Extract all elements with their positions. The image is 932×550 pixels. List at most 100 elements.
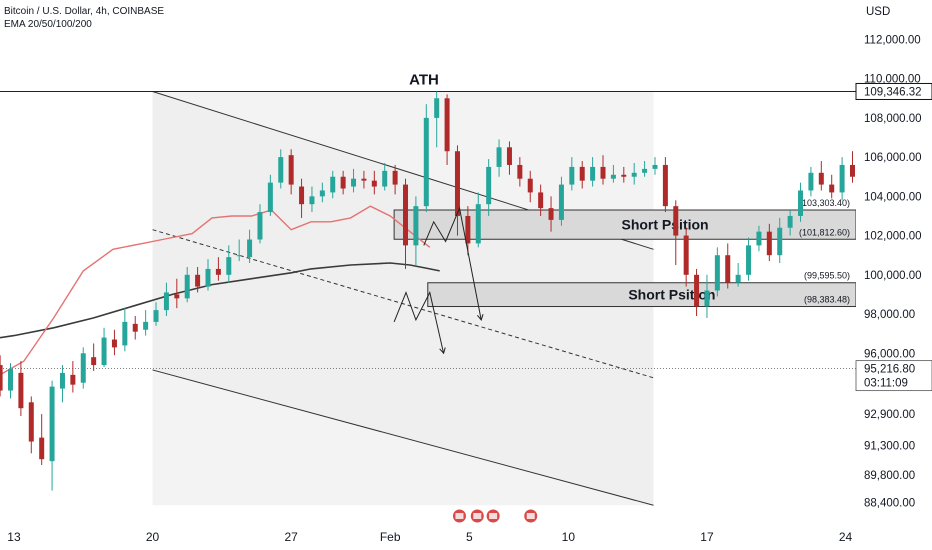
x-tick-label: 17 (700, 530, 714, 544)
candle (184, 274, 190, 299)
candle (746, 245, 752, 275)
candle (0, 365, 3, 391)
x-tick-label: 27 (284, 530, 298, 544)
candle (787, 215, 793, 228)
candle (590, 166, 596, 181)
candle (163, 292, 169, 311)
candle (340, 176, 346, 189)
candle (7, 368, 13, 391)
candle (683, 235, 689, 275)
candle (247, 239, 253, 258)
ema-layer (0, 205, 440, 376)
event-flag-stripe (473, 513, 482, 519)
ema-slow-line (0, 262, 440, 339)
candle (506, 147, 512, 165)
projection-arrowhead-2 (439, 347, 446, 355)
candle (70, 374, 76, 385)
zone-top-price-2: (99,595.50) (804, 271, 850, 281)
y-tick-label: 110,000.00 (864, 74, 921, 86)
y-tick-label: 88,400.00 (864, 497, 915, 509)
candle (849, 164, 855, 177)
candle (49, 386, 55, 462)
event-flag-stripe (455, 513, 464, 519)
y-tick-label: 102,000.00 (864, 231, 922, 243)
candle (694, 274, 700, 307)
candle (257, 212, 263, 240)
candle (777, 227, 783, 256)
candle (725, 255, 731, 283)
x-tick-label: 10 (562, 530, 576, 544)
candle (226, 257, 232, 275)
x-tick-label: 24 (839, 530, 853, 544)
candle (569, 166, 575, 185)
candle (652, 164, 658, 169)
candle (299, 186, 305, 205)
candle (673, 206, 679, 236)
candle (756, 231, 762, 246)
symbol-title[interactable]: Bitcoin / U.S. Dollar, 4h, COINBASE (4, 6, 165, 17)
candle (766, 231, 772, 256)
candle (642, 168, 648, 173)
y-tick-label: 91,300.00 (864, 440, 915, 452)
y-tick-label: 96,000.00 (864, 348, 915, 360)
event-flag-stripe (526, 513, 535, 519)
candle (143, 321, 149, 330)
candle (28, 402, 34, 442)
zone-label-1: Short Psition (621, 217, 708, 233)
candle (371, 180, 377, 187)
zone-top-price-1: (103,303.40) (799, 198, 850, 208)
channel-mid-line (152, 229, 654, 379)
y-tick-label: 106,000.00 (864, 152, 922, 164)
candle (91, 357, 97, 366)
current-price-label: 95,216.80 (864, 364, 915, 376)
x-tick-label: Feb (380, 530, 401, 544)
candle (195, 274, 201, 287)
channel-lower-line (152, 369, 654, 506)
candle (413, 206, 419, 246)
y-tick-label: 108,000.00 (864, 113, 922, 125)
zone-bottom-price-1: (101,812.60) (799, 227, 850, 237)
candle (382, 170, 388, 187)
projection-path-1 (423, 206, 482, 320)
channel-fill (152, 91, 654, 506)
x-tick-label: 5 (466, 530, 473, 544)
candle (454, 151, 460, 216)
candle (517, 164, 523, 179)
indicator-label[interactable]: EMA 20/50/100/200 (4, 19, 92, 30)
candle (579, 166, 585, 181)
candle (704, 290, 710, 307)
candle (330, 176, 336, 193)
candle (39, 437, 45, 460)
candle (288, 155, 294, 185)
candle (548, 208, 554, 220)
candle (798, 190, 804, 216)
candle (486, 166, 492, 205)
candle (403, 184, 409, 246)
countdown-label: 03:11:09 (864, 378, 908, 390)
candle (361, 178, 367, 181)
candle (80, 353, 86, 383)
current-price-badge (855, 360, 932, 392)
candle (278, 157, 284, 183)
candle (808, 172, 814, 191)
ema-fast-line (0, 205, 431, 376)
projections-layer (393, 206, 484, 355)
y-tick-label: 112,000.00 (864, 34, 921, 46)
candle (558, 184, 564, 220)
candle (392, 170, 398, 185)
candle (132, 323, 138, 332)
candle (236, 255, 242, 257)
y-tick-label: 100,000.00 (864, 270, 922, 282)
candle (735, 274, 741, 283)
x-tick-label: 20 (146, 530, 160, 544)
candle (600, 166, 606, 179)
ath-price-label: 109,346.32 (864, 86, 922, 98)
candle (205, 268, 211, 287)
candle (153, 310, 159, 322)
candle (662, 164, 668, 207)
candle (496, 147, 502, 167)
candle (174, 294, 180, 299)
candle (714, 255, 720, 291)
